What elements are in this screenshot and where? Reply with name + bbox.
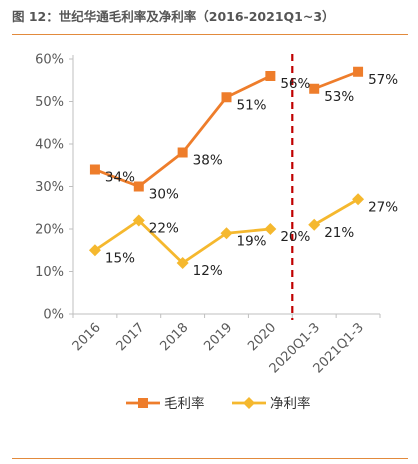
square-marker [309, 83, 320, 94]
x-tick-label: 2020 [245, 320, 279, 354]
diamond-marker [176, 257, 189, 269]
data-label: 57% [368, 72, 398, 88]
legend-label: 毛利率 [164, 395, 205, 412]
diamond-marker [264, 223, 277, 235]
data-label: 38% [193, 153, 223, 169]
diamond-marker [243, 397, 255, 409]
square-marker [89, 164, 100, 175]
data-label: 22% [149, 221, 179, 237]
square-marker [133, 181, 144, 192]
data-label: 34% [105, 170, 135, 186]
square-marker [221, 92, 232, 103]
data-label: 53% [324, 89, 354, 105]
y-tick-label: 50% [35, 95, 64, 110]
data-label: 19% [237, 233, 267, 249]
y-tick-label: 30% [35, 180, 64, 195]
diamond-marker [132, 214, 145, 227]
data-label: 56% [280, 76, 310, 92]
diamond-marker [220, 227, 233, 240]
data-label: 20% [280, 229, 310, 245]
square-marker [177, 147, 188, 158]
chart-legend: 毛利率 净利率 [126, 395, 311, 412]
footer-rule [12, 458, 408, 459]
y-tick-label: 40% [35, 138, 64, 153]
y-tick-label: 0% [43, 308, 64, 323]
data-label: 12% [193, 263, 223, 279]
chart-title: 图 12：世纪华通毛利率及净利率（2016-2021Q1~3） [12, 9, 335, 24]
diamond-marker [352, 193, 365, 206]
x-tick-label: 2016 [70, 320, 104, 354]
data-label: 30% [149, 187, 179, 203]
x-tick-label: 2019 [201, 320, 235, 354]
data-label: 51% [237, 97, 267, 113]
y-tick-label: 10% [35, 265, 64, 280]
x-tick-label: 2018 [157, 320, 191, 354]
square-marker [265, 71, 276, 81]
series-line [313, 198, 359, 226]
legend-label: 净利率 [270, 395, 311, 412]
diamond-marker [88, 244, 101, 257]
data-labels: 34% 30% 38% 51% 56% 53% 57% 15% 22% 12% 19% 20% 21% 2… [105, 72, 398, 279]
data-label: 27% [368, 199, 398, 215]
series-line [313, 70, 359, 91]
y-tick-label: 20% [35, 223, 64, 238]
x-tick-label: 2017 [114, 320, 148, 354]
square-marker [353, 66, 364, 77]
data-label: 15% [105, 250, 135, 266]
diamond-marker [308, 218, 321, 231]
title-rule [12, 34, 408, 35]
data-label: 21% [324, 225, 354, 241]
y-tick-label: 60% [35, 53, 64, 68]
series-markers [88, 66, 365, 269]
square-marker [138, 398, 148, 408]
